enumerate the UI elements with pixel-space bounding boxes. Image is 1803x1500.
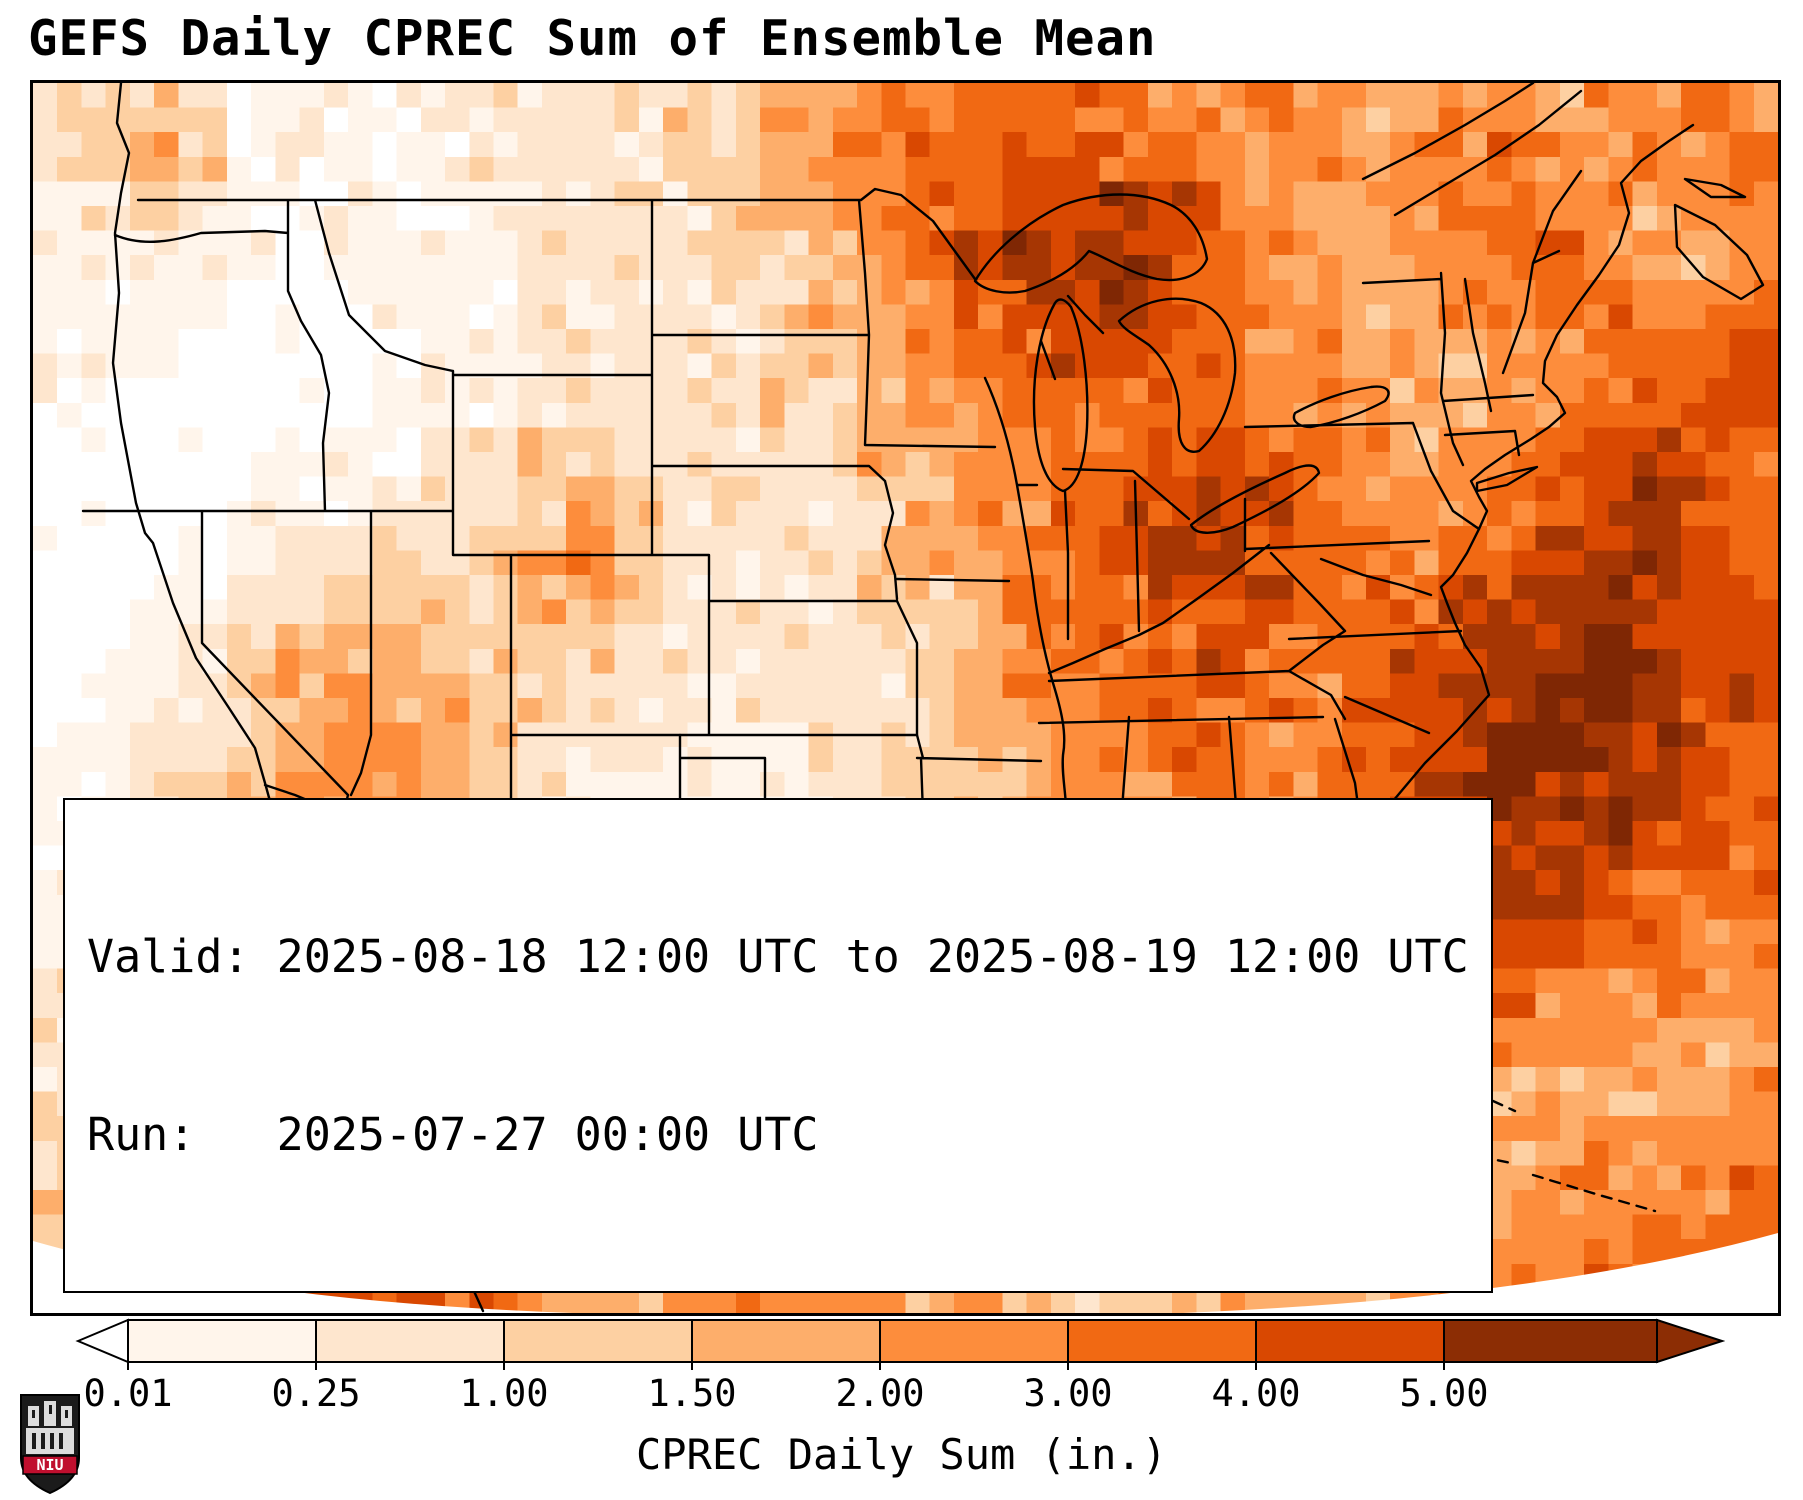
tick-label-5.00: 5.00 xyxy=(1399,1372,1489,1415)
map-edge-wedge-right xyxy=(1183,1233,1778,1313)
colorbar-segment-2 xyxy=(315,1319,505,1363)
colorbar xyxy=(75,1318,1725,1370)
lake-huron-outline xyxy=(1117,297,1237,453)
page-title: GEFS Daily CPREC Sum of Ensemble Mean xyxy=(28,10,1157,67)
colorbar-segment-5 xyxy=(879,1319,1069,1363)
colorbar-tick-marks xyxy=(127,1362,1445,1370)
colorbar-under-arrow xyxy=(75,1318,129,1364)
lake-erie-outline xyxy=(1189,464,1321,534)
state-lines-east xyxy=(1037,169,1583,891)
colorbar-over-arrow xyxy=(1656,1318,1725,1364)
green-bay-line xyxy=(1039,294,1105,381)
tick-label-0.25: 0.25 xyxy=(271,1372,361,1415)
long-island-outline xyxy=(1475,465,1539,493)
validity-info-box: Valid: 2025-08-18 12:00 UTC to 2025-08-1… xyxy=(63,797,1493,1293)
colorbar-tick-labels: 0.01 0.25 1.00 1.50 2.00 3.00 4.00 5.00 xyxy=(75,1372,1725,1416)
tick-label-2.00: 2.00 xyxy=(835,1372,925,1415)
colorbar-title: CPREC Daily Sum (in.) xyxy=(635,1430,1167,1479)
lake-superior-outline xyxy=(973,193,1209,294)
map-edge-wedge-left xyxy=(33,1241,573,1313)
colorbar-over-segment xyxy=(1443,1319,1658,1363)
tick-label-1.00: 1.00 xyxy=(459,1372,549,1415)
precip-map: Valid: 2025-08-18 12:00 UTC to 2025-08-1… xyxy=(30,80,1781,1316)
state-lines-west xyxy=(81,187,997,865)
colorbar-segment-3 xyxy=(503,1319,693,1363)
valid-time-line: Valid: 2025-08-18 12:00 UTC to 2025-08-1… xyxy=(87,929,1469,983)
tick-label-4.00: 4.00 xyxy=(1211,1372,1301,1415)
logo-castle-windows xyxy=(32,1405,68,1449)
run-time-line: Run: 2025-07-27 00:00 UTC xyxy=(87,1107,819,1161)
logo-text: NIU xyxy=(36,1456,63,1474)
colorbar-segment-7 xyxy=(1255,1319,1445,1363)
lake-michigan-outline xyxy=(1032,298,1089,493)
nova-scotia-outline xyxy=(1673,177,1765,301)
st-lawrence-river xyxy=(1361,83,1583,217)
colorbar-segment-6 xyxy=(1067,1319,1257,1363)
logo-red-banner xyxy=(22,1455,78,1475)
niu-logo: NIU xyxy=(20,1394,80,1495)
colorbar-segment-1 xyxy=(127,1319,317,1363)
tick-label-0.01: 0.01 xyxy=(83,1372,173,1415)
colorbar-segment-4 xyxy=(691,1319,881,1363)
lake-ontario-outline xyxy=(1292,385,1390,429)
tick-label-1.50: 1.50 xyxy=(647,1372,737,1415)
tick-label-3.00: 3.00 xyxy=(1023,1372,1113,1415)
